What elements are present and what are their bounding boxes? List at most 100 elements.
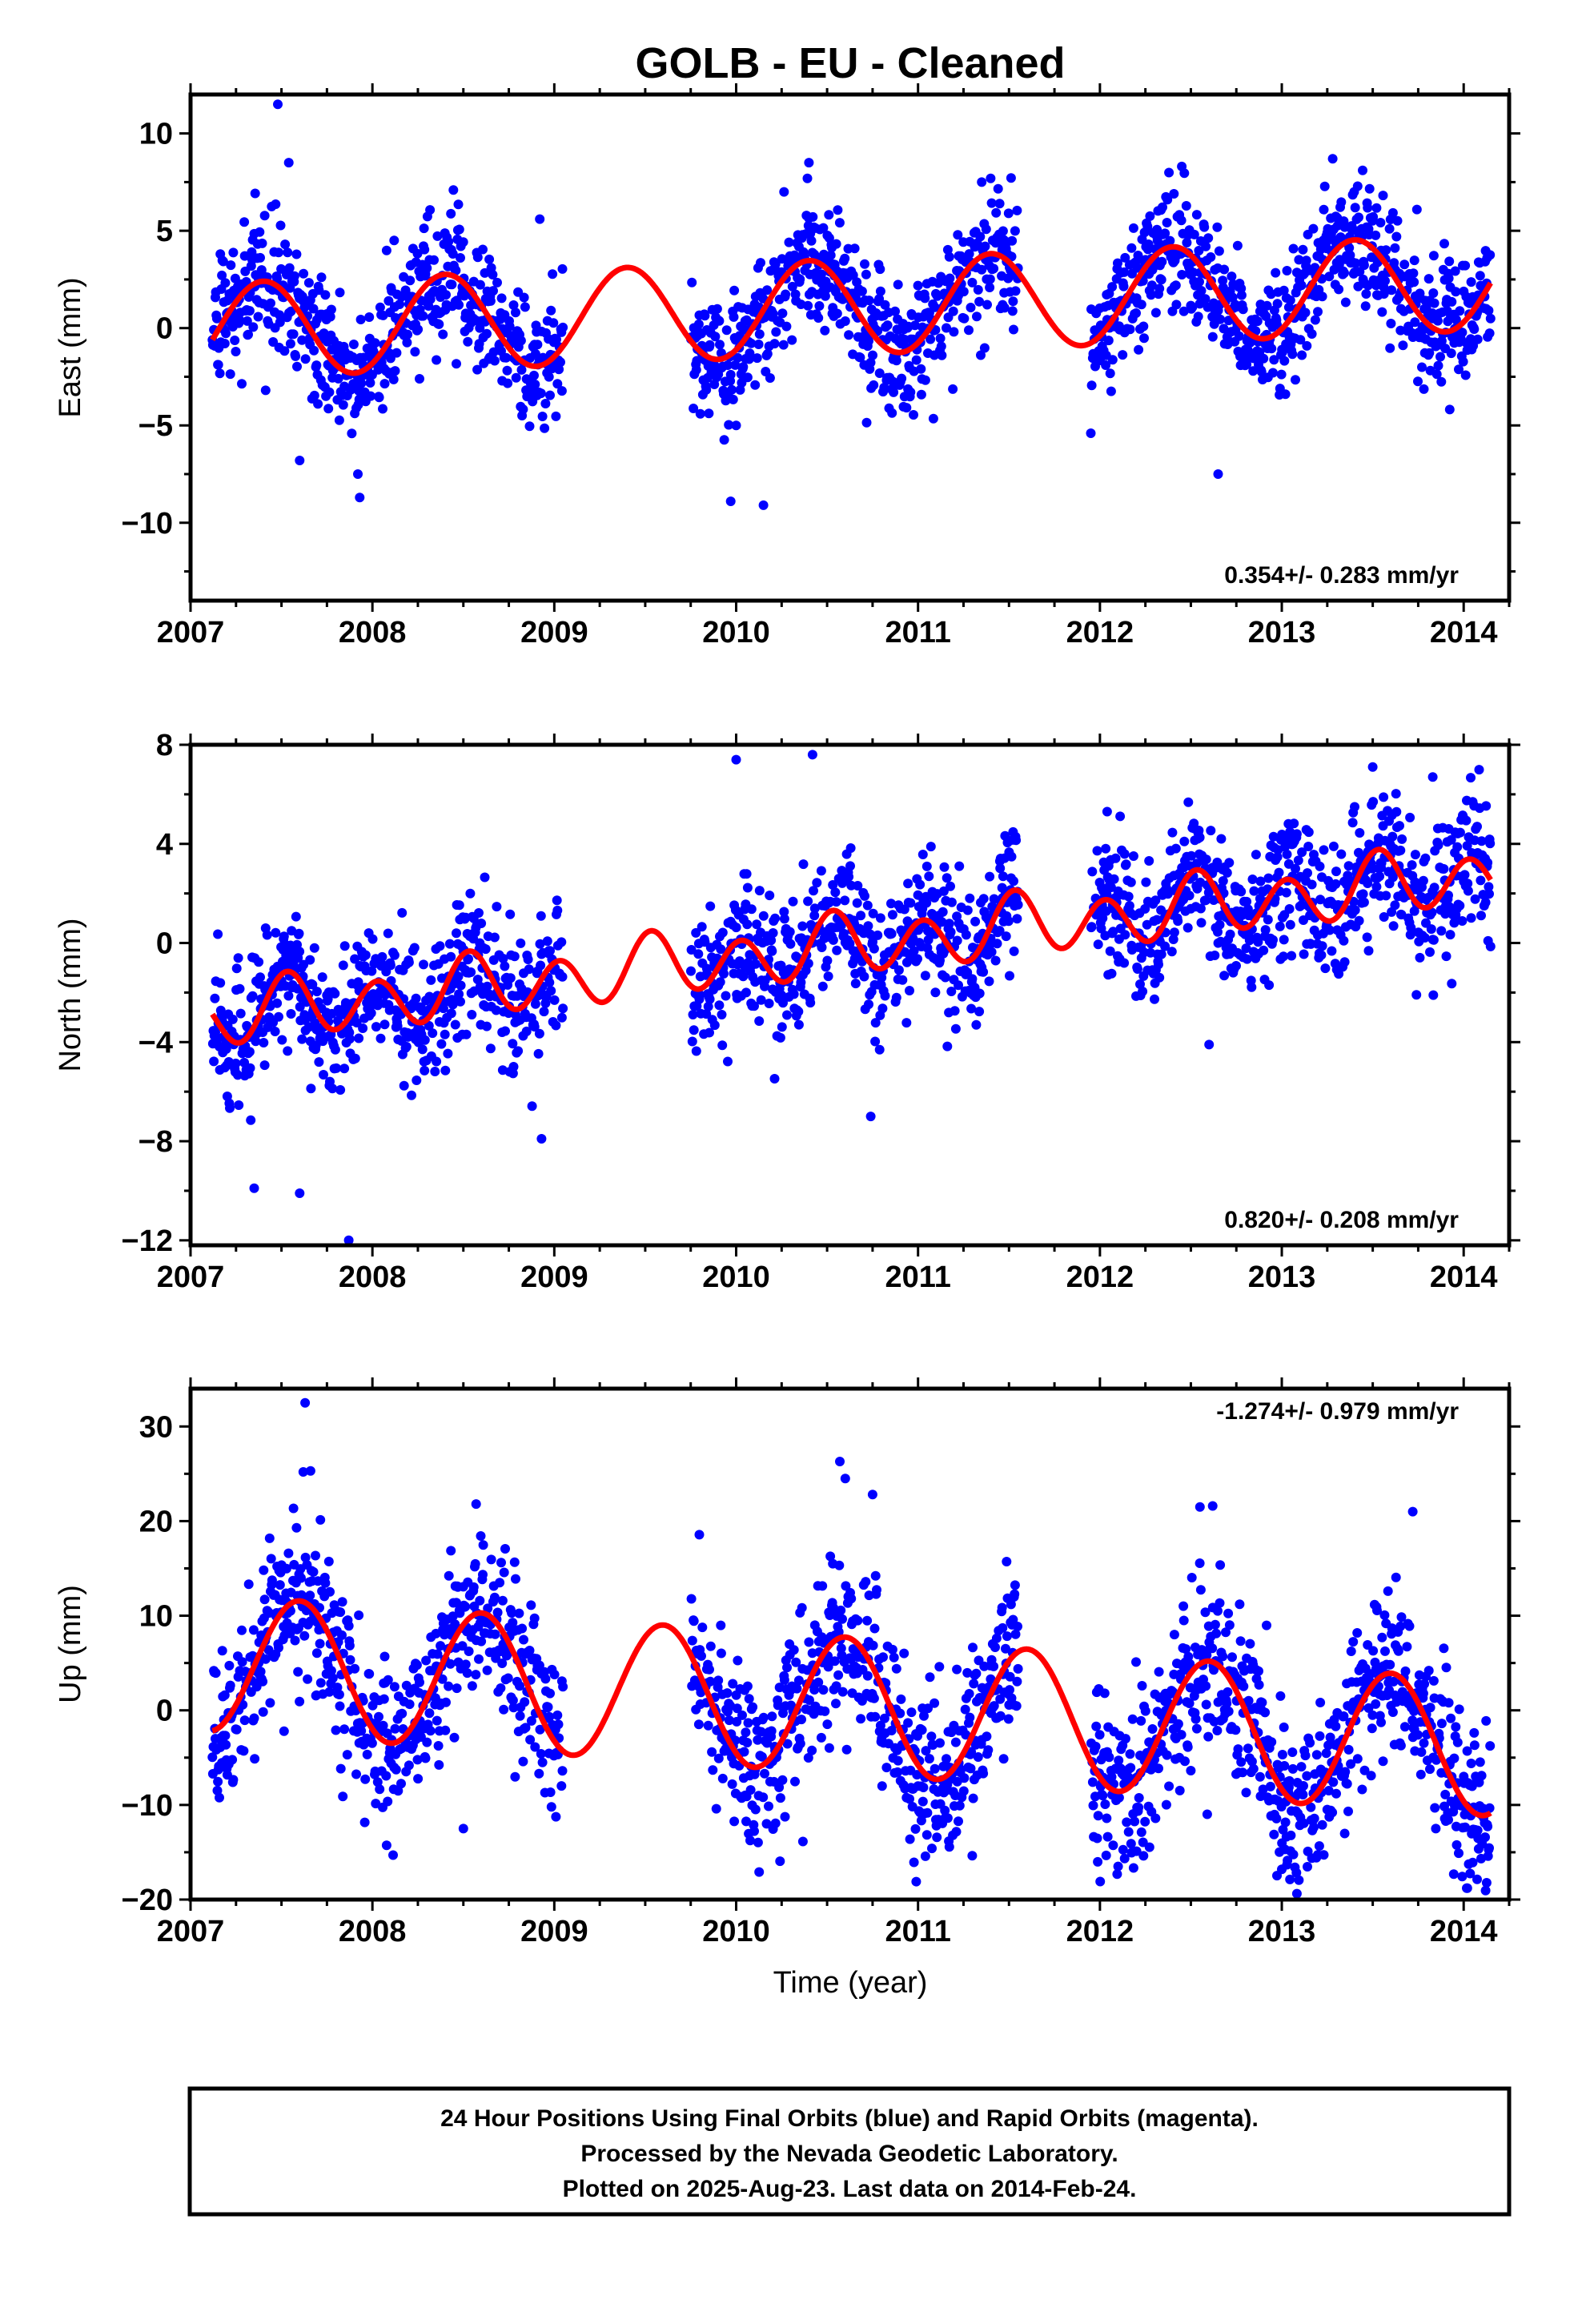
- data-point: [1263, 873, 1274, 883]
- data-point: [274, 1011, 283, 1022]
- data-point: [723, 1056, 733, 1067]
- data-point: [745, 1785, 756, 1795]
- data-point: [548, 318, 559, 328]
- data-point: [1011, 1701, 1022, 1711]
- data-point: [946, 927, 956, 937]
- data-point: [452, 1683, 462, 1694]
- data-point: [419, 959, 428, 970]
- data-point: [1003, 916, 1014, 927]
- data-point: [557, 971, 568, 982]
- data-point: [1134, 1803, 1144, 1812]
- data-point: [905, 387, 916, 397]
- data-point: [539, 1007, 549, 1017]
- data-point: [921, 1830, 932, 1840]
- data-point: [715, 340, 725, 350]
- data-point: [224, 1660, 235, 1671]
- data-point: [970, 916, 981, 927]
- data-point: [1006, 851, 1017, 862]
- data-point: [893, 965, 904, 975]
- data-point: [1319, 204, 1329, 215]
- data-point: [1387, 831, 1398, 842]
- data-point: [1339, 267, 1349, 278]
- data-point: [250, 1754, 260, 1764]
- data-point: [458, 237, 468, 247]
- data-point: [237, 379, 247, 389]
- data-point: [998, 226, 1008, 236]
- data-point: [930, 1698, 940, 1708]
- data-point: [213, 929, 223, 939]
- data-point: [390, 366, 400, 376]
- data-point: [1319, 181, 1330, 191]
- data-point: [279, 1726, 289, 1736]
- data-point: [1131, 308, 1141, 318]
- data-point: [920, 375, 930, 385]
- data-point: [1435, 352, 1445, 362]
- data-point: [388, 1850, 398, 1860]
- data-point: [1248, 366, 1259, 376]
- data-point: [1379, 289, 1389, 299]
- data-point: [777, 254, 787, 264]
- data-point: [552, 379, 563, 389]
- data-point: [961, 930, 971, 940]
- data-point: [517, 1623, 528, 1634]
- data-point: [1336, 197, 1347, 207]
- data-point: [1120, 252, 1130, 263]
- data-point: [1236, 290, 1247, 300]
- data-point: [804, 158, 814, 168]
- data-point: [1351, 258, 1361, 268]
- data-point: [767, 1711, 777, 1722]
- data-point: [729, 285, 740, 296]
- data-point: [330, 1044, 340, 1055]
- data-point: [905, 898, 916, 908]
- data-point: [859, 971, 869, 982]
- data-point: [255, 972, 265, 983]
- data-point: [1429, 298, 1439, 308]
- data-point: [545, 390, 555, 400]
- data-point: [1137, 1681, 1147, 1691]
- data-point: [1178, 1615, 1189, 1626]
- data-point: [259, 211, 270, 221]
- data-point: [1160, 228, 1170, 239]
- data-point: [875, 264, 885, 275]
- data-point: [450, 1019, 460, 1030]
- data-point: [1218, 275, 1228, 286]
- data-point: [769, 1074, 780, 1084]
- data-point: [1386, 319, 1396, 328]
- data-point: [1109, 874, 1119, 884]
- data-point: [948, 306, 958, 316]
- model-fit-line: [210, 237, 1493, 376]
- data-point: [379, 379, 390, 389]
- data-point: [239, 1746, 249, 1756]
- data-point: [1103, 336, 1114, 346]
- data-point: [1328, 841, 1339, 851]
- data-point: [285, 339, 295, 349]
- data-point: [325, 1586, 335, 1597]
- data-point: [889, 387, 899, 397]
- data-point: [775, 1856, 785, 1867]
- data-point: [242, 316, 252, 326]
- data-point: [444, 1570, 454, 1581]
- data-point: [917, 1796, 928, 1807]
- data-point: [249, 1183, 259, 1193]
- data-point: [1466, 277, 1476, 287]
- data-point: [474, 908, 484, 918]
- data-point: [472, 252, 483, 263]
- data-point: [305, 1590, 315, 1601]
- data-point: [315, 1514, 326, 1525]
- data-point: [335, 1763, 346, 1774]
- data-point: [1013, 899, 1023, 910]
- data-point: [1218, 1651, 1228, 1662]
- data-point: [1350, 802, 1359, 812]
- data-point: [474, 1654, 484, 1664]
- data-point: [1222, 867, 1232, 878]
- data-point: [917, 1725, 927, 1735]
- data-point: [1252, 316, 1263, 327]
- data-point: [878, 1652, 888, 1663]
- data-point: [1110, 853, 1121, 863]
- data-point: [805, 998, 816, 1008]
- data-point: [1128, 851, 1138, 861]
- data-point: [211, 313, 222, 324]
- data-point: [991, 207, 1002, 218]
- data-point: [1144, 1842, 1154, 1852]
- data-point: [504, 321, 515, 332]
